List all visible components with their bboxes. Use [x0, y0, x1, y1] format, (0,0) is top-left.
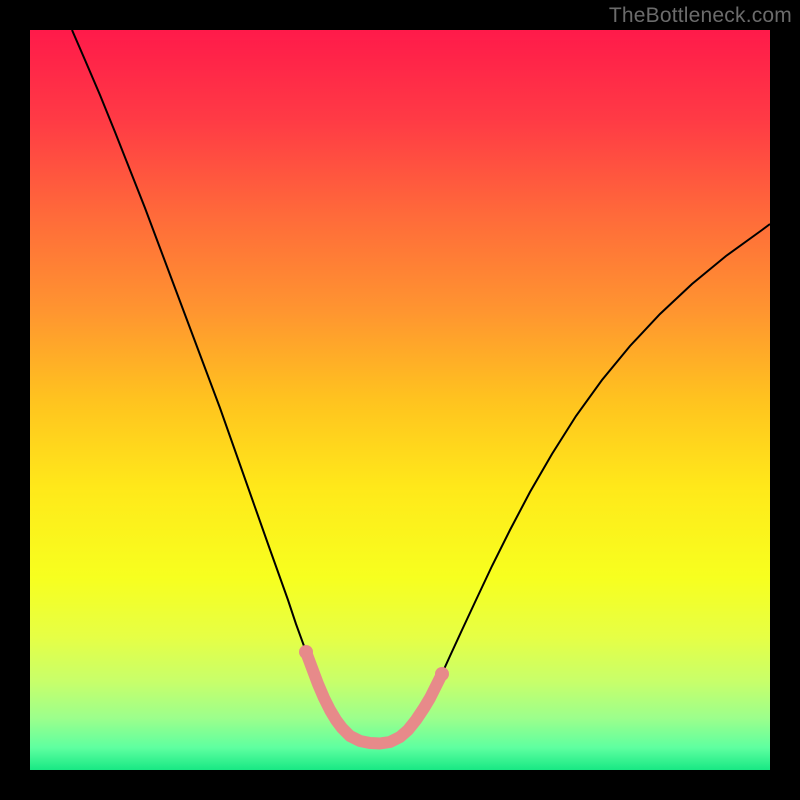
trough-end-dot — [299, 645, 313, 659]
watermark-text: TheBottleneck.com — [609, 4, 792, 28]
outer-frame: TheBottleneck.com — [0, 0, 800, 800]
plot-svg — [30, 30, 770, 770]
gradient-background — [30, 30, 770, 770]
plot-area — [30, 30, 770, 770]
trough-end-dot — [435, 667, 449, 681]
